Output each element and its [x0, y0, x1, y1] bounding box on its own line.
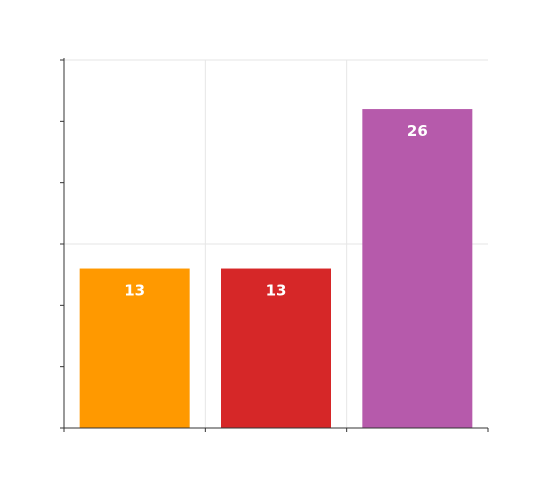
bar-2-value-label: 13 [266, 282, 287, 300]
bar-1-value-label: 13 [124, 282, 145, 300]
bar-3 [362, 109, 473, 429]
bar-3-value-label: 26 [407, 122, 428, 140]
data-labels-layer: 13 13 26 [124, 122, 428, 299]
bar-1 [79, 268, 190, 428]
bar-2 [221, 268, 331, 428]
bars-layer [79, 109, 473, 429]
axes-layer [60, 58, 489, 432]
